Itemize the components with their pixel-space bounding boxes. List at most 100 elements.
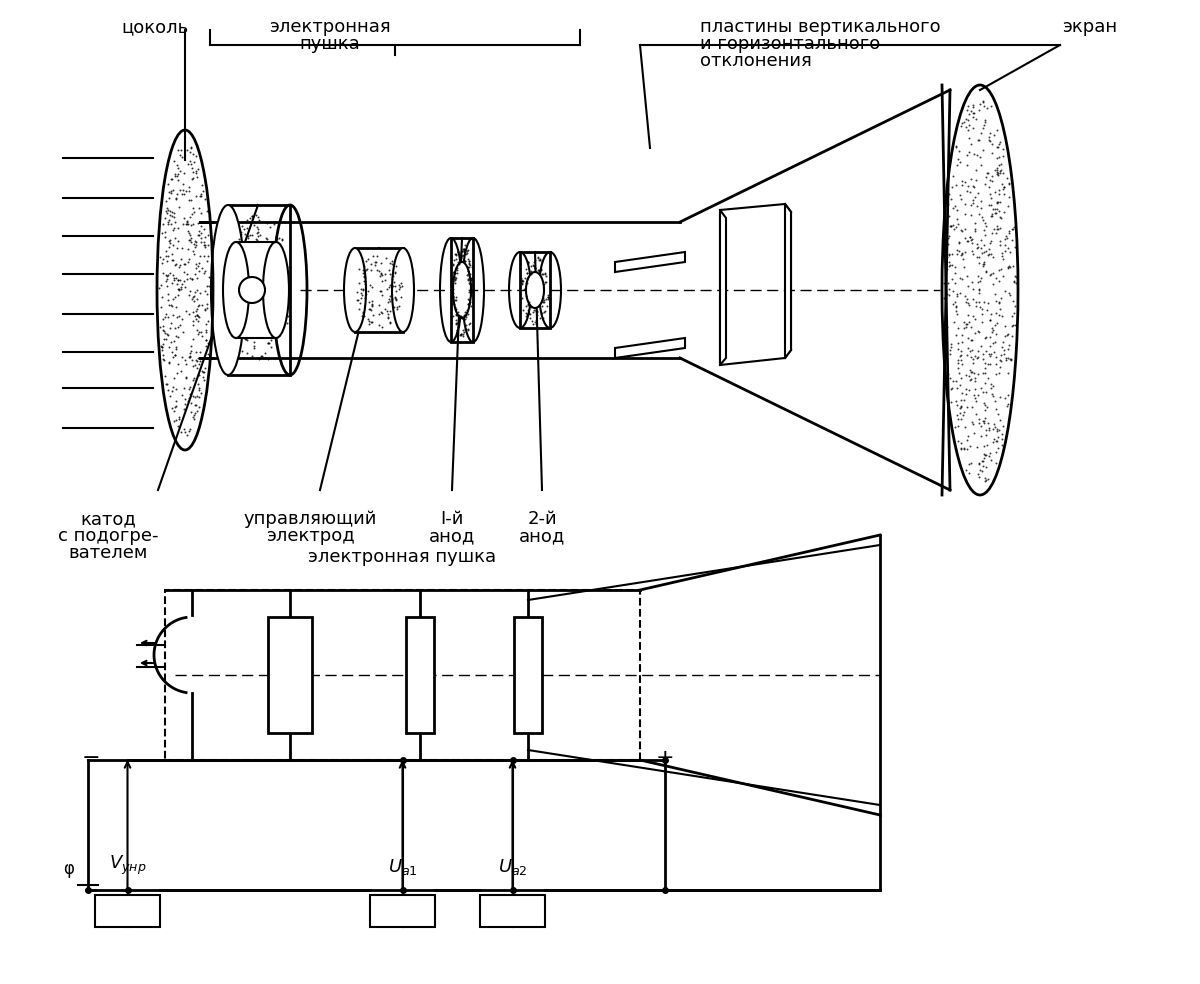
Point [223,295,242,311]
Point [185,246,204,262]
Point [958,432,977,448]
Point [172,388,191,403]
Point [163,291,182,307]
Bar [480,895,545,927]
Point [445,270,464,285]
Point [958,399,977,414]
Point [978,164,997,180]
Point [277,308,296,324]
Point [448,265,467,280]
Point [362,303,382,319]
Point [960,228,979,244]
Point [528,250,547,266]
Point [240,274,259,289]
Point [449,317,468,333]
Point [184,358,203,374]
Point [158,248,178,264]
Point [259,336,278,351]
Point [953,246,972,262]
Point [1004,305,1024,321]
Point [180,226,199,242]
Point [196,283,215,299]
Point [959,278,978,294]
Point [985,393,1004,408]
Point [251,305,270,321]
Point [197,316,216,332]
Point [460,282,479,298]
Point [512,274,532,289]
Point [198,237,217,253]
Point [452,310,472,326]
Point [518,306,538,322]
Point [980,267,1000,282]
Point [938,236,958,252]
Point [162,298,181,314]
Point [268,271,287,286]
Point [518,297,538,313]
Point [979,420,998,436]
Point [386,290,406,306]
Point [950,154,970,170]
Point [384,268,403,283]
Point [938,246,958,262]
Point [187,291,206,307]
Point [348,292,367,308]
Point [961,102,980,118]
Point [151,299,170,315]
Point [349,292,368,308]
Point [990,390,1009,405]
Point [181,387,200,402]
Point [248,221,268,237]
Point [1000,223,1019,239]
Point [989,221,1008,237]
Point [973,258,992,274]
Point [366,254,385,270]
Point [172,424,191,440]
Point [196,333,215,348]
Point [457,267,476,282]
Point [180,347,199,363]
Point [956,367,976,383]
Point [530,262,550,277]
Point [532,294,551,310]
Point [166,321,185,337]
Point [160,184,179,200]
Point [235,332,254,347]
Point [353,282,372,298]
Point [179,232,198,248]
Point [980,338,1000,354]
Point [954,251,973,267]
Point [169,260,188,276]
Point [458,296,478,312]
Bar [95,895,160,927]
Point [946,265,965,280]
Point [182,206,202,221]
Point [982,233,1001,249]
Point [940,280,959,296]
Point [968,466,988,482]
Point [950,400,970,415]
Point [450,309,469,325]
Point [992,437,1012,453]
Point [454,242,473,258]
Point [221,290,240,306]
Point [158,291,178,307]
Point [250,300,269,316]
Point [188,308,208,324]
Point [983,324,1002,339]
Point [188,403,208,419]
Point [947,212,966,227]
Point [462,277,481,292]
Point [533,266,552,281]
Point [950,377,970,393]
Point [962,231,982,247]
Point [995,346,1014,362]
Point [956,462,976,478]
Point [462,284,481,300]
Point [942,217,961,233]
Point [989,139,1008,154]
Point [953,407,972,423]
Point [245,340,264,356]
Point [452,243,472,259]
Point [220,277,239,293]
